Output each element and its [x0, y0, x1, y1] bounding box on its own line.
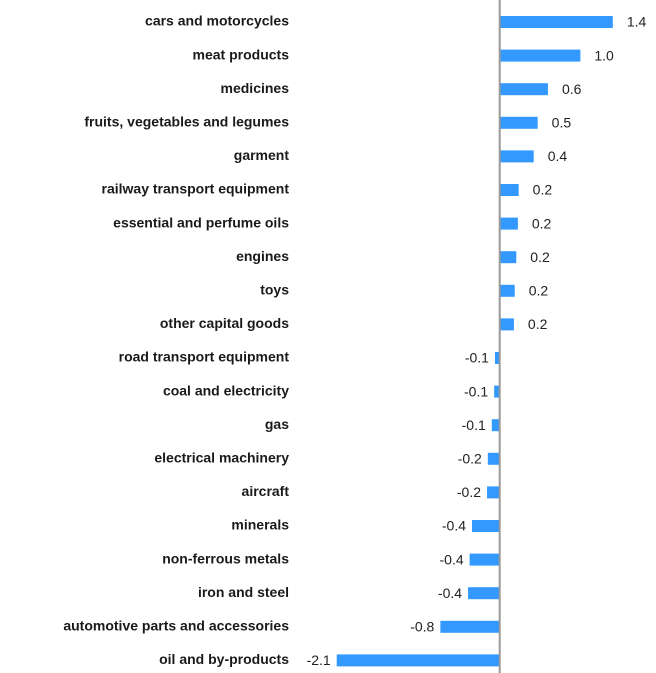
- category-label: railway transport equipment: [102, 181, 290, 197]
- value-label: -0.1: [464, 383, 488, 399]
- value-label: -0.2: [458, 451, 482, 467]
- category-label: meat products: [193, 46, 290, 62]
- value-label: -2.1: [307, 652, 331, 668]
- value-label: -0.2: [457, 484, 481, 500]
- bar: [487, 452, 500, 465]
- category-label: medicines: [221, 80, 290, 96]
- category-label: non-ferrous metals: [162, 550, 289, 566]
- bar: [499, 318, 514, 331]
- value-label: -0.4: [438, 585, 462, 601]
- value-label: 0.4: [548, 148, 568, 164]
- category-label: fruits, vegetables and legumes: [84, 114, 289, 130]
- category-label: automotive parts and accessories: [63, 618, 289, 634]
- bar: [499, 150, 534, 163]
- bar: [494, 352, 500, 364]
- value-label: -0.1: [465, 350, 489, 366]
- category-label: electrical machinery: [154, 450, 289, 466]
- bar: [499, 217, 518, 230]
- bar: [499, 83, 548, 96]
- value-label: 0.2: [532, 215, 552, 231]
- bar: [494, 385, 500, 398]
- bar: [469, 553, 500, 566]
- category-label: other capital goods: [160, 315, 289, 331]
- category-label: toys: [260, 282, 289, 298]
- bar: [472, 520, 500, 532]
- category-label: gas: [265, 416, 289, 432]
- bar: [487, 486, 500, 499]
- value-label: 0.6: [562, 81, 582, 97]
- value-label: 0.5: [552, 115, 572, 131]
- bar: [499, 49, 581, 62]
- category-label: minerals: [231, 517, 289, 533]
- bar: [336, 654, 500, 667]
- category-label: oil and by-products: [159, 651, 289, 667]
- value-label: 0.2: [529, 283, 549, 299]
- category-label: iron and steel: [198, 584, 289, 600]
- value-label: -0.1: [462, 417, 486, 433]
- bar: [499, 251, 517, 264]
- value-label: 1.0: [594, 47, 614, 63]
- value-label: -0.8: [410, 619, 434, 635]
- category-label: road transport equipment: [119, 349, 290, 365]
- bar: [499, 184, 519, 196]
- value-label: 0.2: [528, 316, 548, 332]
- bar: [499, 116, 538, 129]
- value-label: 1.4: [627, 14, 647, 30]
- value-label: 0.2: [530, 249, 550, 265]
- value-label: -0.4: [440, 551, 464, 567]
- category-label: essential and perfume oils: [113, 214, 289, 230]
- bar: [491, 419, 500, 432]
- bar: [440, 620, 500, 633]
- bar: [499, 284, 515, 297]
- bar: [499, 16, 613, 28]
- category-label: engines: [236, 248, 289, 264]
- category-label: coal and electricity: [163, 382, 289, 398]
- category-label: cars and motorcycles: [145, 13, 289, 29]
- value-label: 0.2: [533, 182, 553, 198]
- category-label: garment: [234, 147, 290, 163]
- bar: [468, 587, 500, 600]
- value-label: -0.4: [442, 518, 466, 534]
- category-label: aircraft: [242, 483, 290, 499]
